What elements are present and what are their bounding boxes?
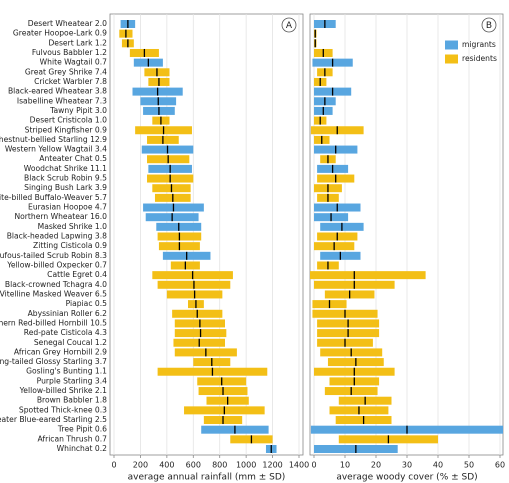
x-tick-label: 400 <box>159 461 174 470</box>
category-label: Piapiac 0.5 <box>66 299 108 308</box>
category-label: Fulvous Babbler 1.2 <box>32 48 107 57</box>
x-tick-label: 200 <box>133 461 148 470</box>
x-tick-label: 0 <box>111 461 116 470</box>
x-tick-label: 1400 <box>289 461 309 470</box>
category-label: Long-tailed Glossy Starling 3.7 <box>0 357 107 366</box>
category-label: Black-headed Lapwing 3.8 <box>7 232 107 241</box>
category-label: Western Yellow Wagtail 3.4 <box>5 145 107 154</box>
panel-label: A <box>286 21 293 31</box>
x-tick-label: 10 <box>340 461 350 470</box>
x-axis-label: average annual rainfall (mm ± SD) <box>128 473 286 483</box>
category-label: Rufous-tailed Scrub Robin 8.3 <box>0 251 107 260</box>
category-label: Isabelline Wheatear 7.3 <box>17 96 107 105</box>
category-label: Chestnut-bellied Starling 12.9 <box>0 135 107 144</box>
category-label: Purple Starling 3.4 <box>37 376 107 385</box>
category-label: Desert Wheatear 2.0 <box>28 19 107 28</box>
category-label: Black-crowned Tchagra 4.0 <box>5 280 107 289</box>
category-label: Desert Cristicola 1.0 <box>30 116 107 125</box>
x-tick-label: 20 <box>371 461 381 470</box>
category-label: Spotted Thick-knee 0.3 <box>19 405 107 414</box>
category-label: Zitting Cisticola 0.9 <box>33 241 107 250</box>
category-label: Abyssinian Roller 6.2 <box>28 309 108 318</box>
category-label: Yellow-billed Shrike 2.1 <box>19 386 107 395</box>
bars <box>310 20 503 453</box>
category-label: White-billed Buffalo-Weaver 5.7 <box>0 193 107 202</box>
category-label: Woodchat Shrike 11.1 <box>24 164 107 173</box>
panel-badge <box>281 17 297 33</box>
x-tick-label: 40 <box>433 461 443 470</box>
category-label: Northern Wheatear 16.0 <box>14 212 107 221</box>
x-tick-label: 600 <box>186 461 201 470</box>
x-tick-label: 50 <box>464 461 474 470</box>
category-label: Singing Bush Lark 3.9 <box>24 183 107 192</box>
x-tick-label: 60 <box>495 461 505 470</box>
category-label: Senegal Coucal 1.2 <box>34 338 107 347</box>
panel-label: B <box>486 21 492 31</box>
category-label: Greater Hoopoe-Lark 0.9 <box>13 29 107 38</box>
x-tick-label: 30 <box>402 461 412 470</box>
x-tick-label: 800 <box>212 461 227 470</box>
category-label: Yellow-billed Oxpecker 0.7 <box>6 260 107 269</box>
category-label: Eurasian Hoopoe 4.7 <box>28 203 107 212</box>
category-label: Vitelline Masked Weaver 6.5 <box>0 289 107 298</box>
category-label: Tree Pipit 0.6 <box>57 425 107 434</box>
category-label: Brown Babbler 1.8 <box>37 396 107 405</box>
category-label: Cattle Egret 0.4 <box>47 270 107 279</box>
category-label: Black Scrub Robin 9.5 <box>24 174 107 183</box>
category-label: Masked Shrike 1.0 <box>38 222 108 231</box>
x-tick-label: 1200 <box>262 461 282 470</box>
category-label: Black-eared Wheatear 3.8 <box>8 87 107 96</box>
range-bar <box>310 271 426 280</box>
legend-swatch <box>445 54 458 64</box>
category-label: African Thrush 0.7 <box>37 434 107 443</box>
legend-swatch <box>445 40 458 50</box>
legend-label: residents <box>462 54 497 63</box>
category-label: Greater Blue-eared Starling 2.5 <box>0 415 107 424</box>
category-label: Whinchat 0.2 <box>57 444 108 453</box>
category-label: Red-pate Cisticola 4.3 <box>24 328 107 337</box>
panel-badge <box>481 17 497 33</box>
category-label: Tawny Pipit 3.0 <box>49 106 107 115</box>
category-label: White Wagtail 0.7 <box>40 58 107 67</box>
category-label: Anteater Chat 0.5 <box>39 154 107 163</box>
category-label: African Grey Hornbill 2.9 <box>14 347 107 356</box>
legend-label: migrants <box>462 40 496 49</box>
category-label: Great Grey Shrike 7.4 <box>25 67 107 76</box>
category-label: Gosling's Bunting 1.1 <box>26 367 107 376</box>
bars <box>119 20 277 453</box>
category-label: Northern Red-billed Hornbill 10.5 <box>0 318 107 327</box>
category-label: Cricket Warbler 7.8 <box>34 77 107 86</box>
category-label: Striped Kingfisher 0.9 <box>25 125 107 134</box>
x-tick-label: 0 <box>311 461 316 470</box>
x-tick-label: 1000 <box>236 461 256 470</box>
x-axis-label: average woody cover (% ± SD) <box>336 473 477 483</box>
category-label: Desert Lark 1.2 <box>48 38 107 47</box>
